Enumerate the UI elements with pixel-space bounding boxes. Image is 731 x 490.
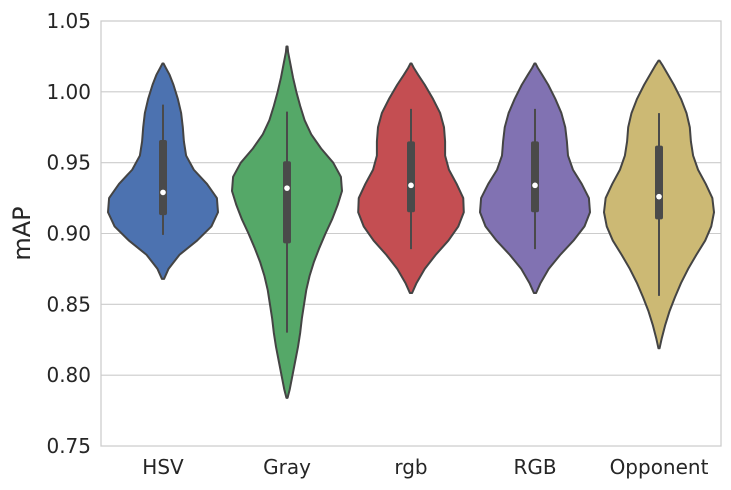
y-tick-label: 0.95	[46, 151, 91, 175]
y-tick-label: 0.80	[46, 363, 91, 387]
iqr-box-opponent	[655, 145, 663, 220]
y-tick-label: 0.85	[46, 292, 91, 316]
x-tick-label: HSV	[142, 455, 184, 479]
iqr-box-gray	[283, 161, 291, 244]
iqr-box-rgb	[531, 141, 539, 213]
median-point-hsv	[160, 189, 166, 196]
y-tick-label: 1.00	[46, 80, 91, 104]
y-tick-label: 0.75	[46, 434, 91, 458]
median-point-rgb	[532, 182, 538, 189]
y-tick-label: 1.05	[46, 9, 91, 33]
x-tick-label: rgb	[394, 455, 427, 479]
iqr-box-rgb	[407, 141, 415, 213]
median-point-gray	[284, 185, 290, 191]
y-tick-label: 0.90	[46, 222, 91, 246]
x-tick-label: RGB	[513, 455, 556, 479]
inner-boxes	[159, 104, 663, 333]
median-point-opponent	[656, 193, 662, 200]
x-tick-label: Gray	[263, 455, 311, 479]
median-point-rgb	[408, 182, 414, 189]
plot-frame	[100, 20, 722, 447]
x-tick-label: Opponent	[610, 455, 709, 479]
iqr-box-hsv	[159, 140, 167, 216]
y-tick-labels: 0.75 0.80 0.85 0.90 0.95 1.00 1.05	[46, 9, 91, 458]
x-tick-labels: HSV Gray rgb RGB Opponent	[142, 455, 708, 479]
y-axis-label: mAP	[8, 206, 36, 260]
